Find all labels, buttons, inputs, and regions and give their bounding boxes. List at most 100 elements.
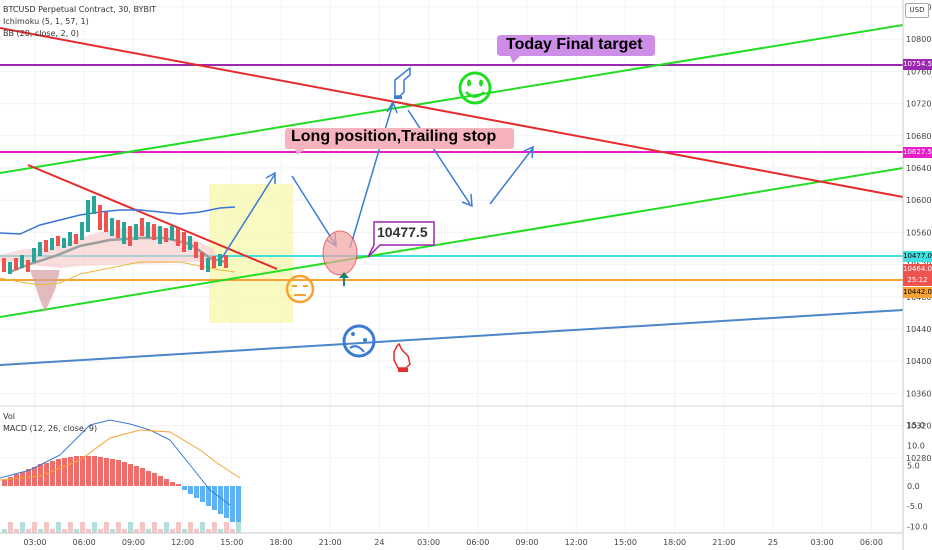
price-tick-label: 10800.0	[906, 35, 932, 44]
candle	[8, 262, 12, 274]
macd-histogram-bar	[122, 462, 127, 486]
time-axis[interactable]: 03:00 06:00 09:00 12:00 15:00 18:00 21:00 24 03:…	[23, 538, 882, 547]
macd-histogram-bar	[110, 459, 115, 486]
grid-lines	[0, 0, 903, 533]
time-tick-label: 03:00	[417, 538, 440, 547]
macd-tick-label: 0.0	[907, 482, 920, 491]
price-tick-label: 10360.0	[906, 389, 932, 398]
ichimoku-cloud-lower	[30, 270, 60, 312]
candle	[212, 256, 216, 268]
candle	[2, 258, 6, 272]
macd-histogram-bar	[128, 464, 133, 486]
long-position-bubble[interactable]	[285, 128, 514, 155]
macd-histogram-bar	[230, 486, 235, 522]
macd-histogram-bar	[68, 457, 73, 486]
volume-bar	[68, 522, 73, 533]
candle	[146, 222, 150, 238]
volume-bar	[26, 529, 31, 533]
price-tick-label: 10760.0	[906, 67, 932, 76]
candle	[92, 196, 96, 214]
candle	[152, 224, 156, 240]
price-tag: 25:12	[903, 275, 932, 286]
candle	[122, 222, 126, 244]
final-target-label: Today Final target	[506, 36, 643, 53]
price-tag: 10754.5	[903, 59, 932, 70]
red-trend-line[interactable]	[0, 27, 904, 198]
entry-highlight-circle[interactable]	[322, 230, 358, 276]
macd-histogram-bar	[44, 463, 49, 486]
price-tick-label: 10440.0	[906, 325, 932, 334]
price-tick-label: 10720.0	[906, 100, 932, 109]
time-tick-label: 18:00	[663, 538, 686, 547]
time-tick-label: 18:00	[269, 538, 292, 547]
candle	[56, 236, 60, 246]
ichimoku-legend[interactable]: Ichimoku (5, 1, 57, 1)	[3, 17, 89, 26]
blue-support-line[interactable]	[0, 309, 904, 366]
candle	[218, 254, 222, 266]
final-target-bubble[interactable]	[497, 35, 655, 63]
macd-histogram-bar	[104, 458, 109, 486]
candle	[20, 255, 24, 268]
highlight-box	[209, 184, 293, 323]
short-red-trend-line[interactable]	[27, 164, 278, 270]
up-arrow-icon	[339, 272, 349, 286]
volume-bar	[80, 522, 85, 533]
macd-line	[0, 419, 231, 506]
macd-histogram-bar	[170, 482, 175, 486]
bb-legend[interactable]: BB (20, close, 2, 0)	[3, 29, 79, 38]
candle	[224, 255, 228, 268]
volume-bar	[74, 529, 79, 533]
macd-pane	[0, 419, 241, 533]
price-tag: 10442.0	[903, 287, 932, 298]
symbol-title[interactable]: BTCUSD Perpetual Contract, 30, BYBIT	[3, 5, 157, 14]
candle	[68, 232, 72, 246]
volume-bar	[122, 529, 127, 533]
volume-bar	[56, 522, 61, 533]
price-callout-box[interactable]	[367, 221, 435, 258]
upper-channel-line[interactable]	[0, 24, 904, 174]
price-tick-label: 10320.0	[906, 422, 932, 431]
macd-tick-label: 15.0	[907, 421, 925, 430]
macd-histogram-bar	[62, 458, 67, 486]
time-tick-label: 21:00	[319, 538, 342, 547]
volume-bar	[104, 522, 109, 533]
candle	[26, 260, 30, 272]
candle	[110, 218, 114, 236]
volume-bar	[110, 529, 115, 533]
macd-histogram-bar	[14, 474, 19, 486]
time-tick-label: 15:00	[614, 538, 637, 547]
volume-bar	[44, 522, 49, 533]
volume-bar	[206, 529, 211, 533]
macd-legend[interactable]: MACD (12, 26, close, 9)	[3, 424, 98, 433]
lower-channel-line[interactable]	[0, 167, 904, 318]
candle	[98, 205, 102, 230]
price-axis[interactable]: 10840.010800.010760.010720.010680.010640…	[906, 3, 932, 463]
pointing-hand-icon	[394, 66, 411, 99]
macd-histogram-bar	[50, 461, 55, 486]
candles	[2, 196, 228, 274]
macd-histogram-bar	[176, 484, 181, 486]
macd-histogram-bar	[80, 456, 85, 486]
volume-bar	[128, 522, 133, 533]
volume-bar	[116, 522, 121, 533]
macd-histogram-bar	[92, 456, 97, 486]
confused-face-icon	[342, 324, 376, 358]
macd-histogram-bar	[200, 486, 205, 502]
macd-histogram-bar	[218, 486, 223, 514]
time-tick-label: 03:00	[23, 538, 46, 547]
volume-bar	[134, 529, 139, 533]
time-tick-label: 09:00	[515, 538, 538, 547]
volume-bar	[164, 522, 169, 533]
happy-face-icon	[458, 71, 492, 105]
currency-button[interactable]: USD	[905, 3, 929, 18]
macd-histogram-bar	[146, 471, 151, 486]
candle	[62, 238, 66, 248]
macd-histogram-bar	[152, 473, 157, 486]
vol-legend[interactable]: Vol	[3, 412, 15, 421]
price-tick-label: 10600.0	[906, 196, 932, 205]
candle	[14, 258, 18, 270]
time-tick-label: 12:00	[565, 538, 588, 547]
price-tick-label: 10280.0	[906, 454, 932, 463]
macd-histogram-bar	[98, 457, 103, 486]
